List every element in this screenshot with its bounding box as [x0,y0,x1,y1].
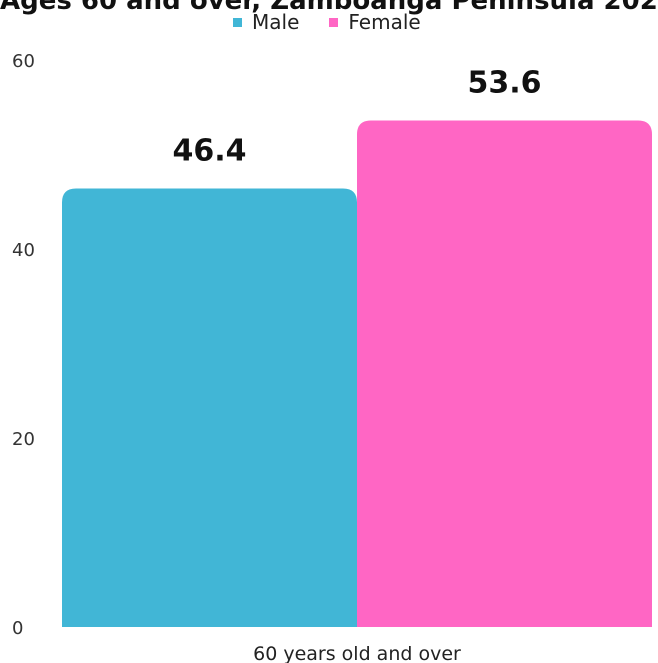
legend-item-male: Male [233,10,299,34]
legend-swatch-male [233,17,242,27]
legend-label-female: Female [348,10,421,34]
y-tick-label: 0 [12,618,23,639]
y-tick-label: 40 [12,240,35,261]
y-tick-label: 20 [12,429,35,450]
chart-legend: Male Female [233,10,451,34]
x-category-label: 60 years old and over [253,643,461,663]
data-label-male: 46.4 [172,134,246,169]
bar-male [62,188,357,627]
legend-item-female: Female [329,10,421,34]
legend-swatch-female [329,17,339,27]
legend-label-male: Male [252,10,300,34]
bar-female [357,120,652,627]
y-tick-label: 60 [12,51,35,72]
chart-title: Ages 60 and over, Zamboanga Peninsula 20… [0,0,658,16]
data-label-female: 53.6 [467,65,541,100]
